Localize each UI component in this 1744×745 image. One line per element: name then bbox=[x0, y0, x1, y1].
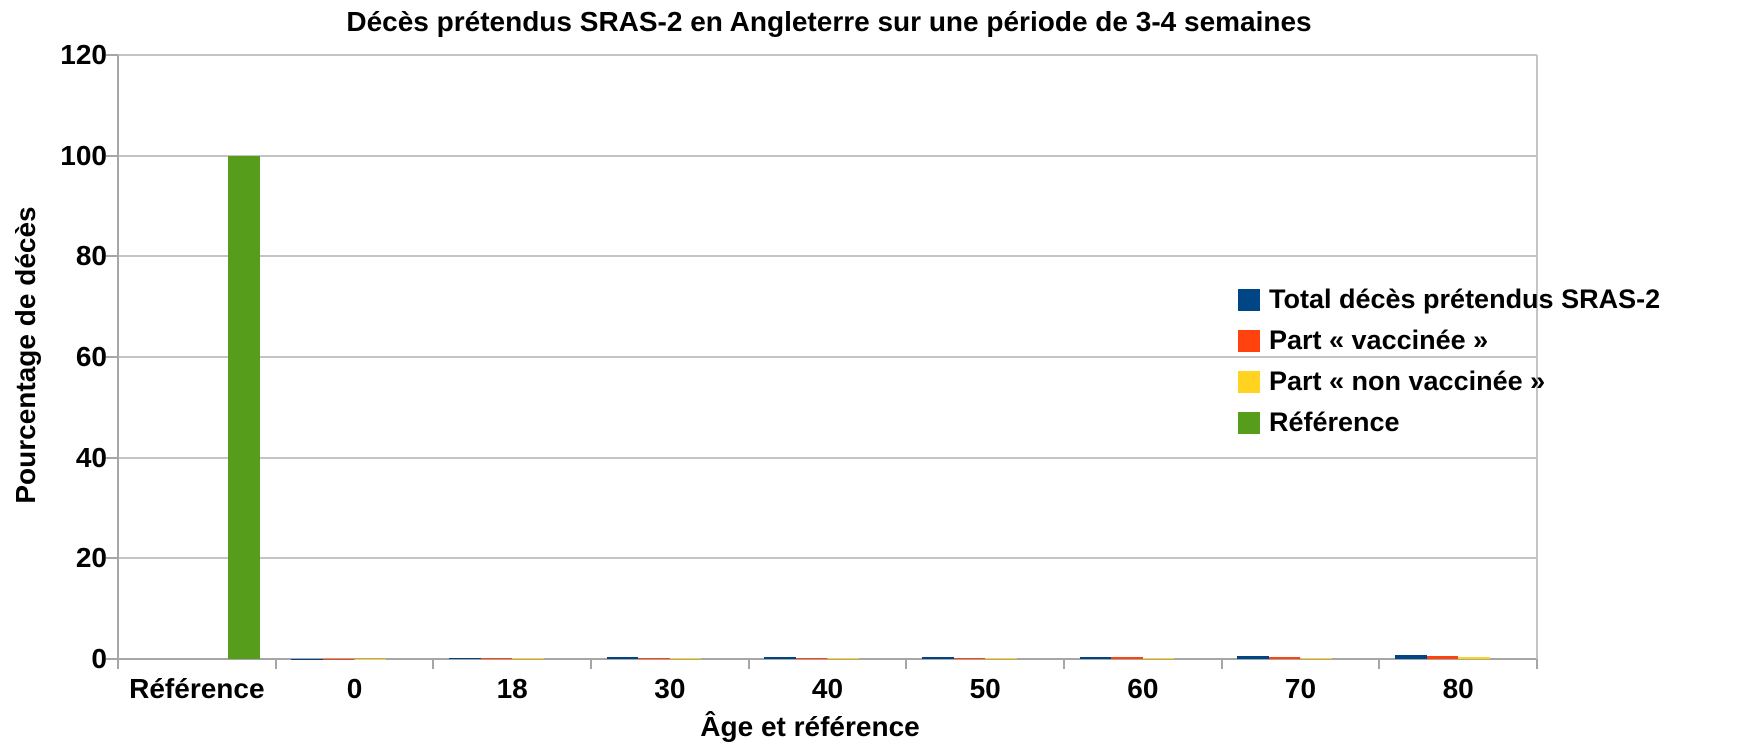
bar-part-vaccinee bbox=[1111, 657, 1143, 659]
y-gridline bbox=[118, 356, 1537, 358]
x-tick bbox=[117, 659, 119, 669]
legend-item: Total décès prétendus SRAS-2 bbox=[1238, 279, 1660, 320]
x-tick bbox=[747, 659, 750, 669]
legend-item: Part « non vaccinée » bbox=[1238, 361, 1660, 402]
y-tick bbox=[106, 557, 118, 560]
bar-part-vaccinee bbox=[1426, 656, 1459, 659]
legend-swatch-icon bbox=[1238, 329, 1260, 352]
legend-label: Total décès prétendus SRAS-2 bbox=[1269, 284, 1661, 314]
x-tick-label: 40 bbox=[811, 673, 844, 704]
y-tick bbox=[106, 54, 118, 56]
y-axis-line bbox=[117, 55, 119, 661]
bar-part-vaccinee bbox=[480, 657, 513, 659]
y-tick-label: 100 bbox=[60, 139, 107, 171]
bar-total-deces bbox=[1395, 655, 1427, 659]
bar-total-deces bbox=[764, 657, 796, 659]
y-tick-label: 60 bbox=[75, 341, 107, 372]
bar-part-non-vaccinee bbox=[512, 658, 544, 659]
bar-part-vaccinee bbox=[795, 657, 828, 659]
y-tick bbox=[106, 658, 118, 660]
bar-part-non-vaccinee bbox=[669, 658, 702, 659]
x-tick bbox=[1220, 659, 1223, 669]
y-tick bbox=[106, 356, 118, 358]
plot-right-border bbox=[1536, 55, 1538, 661]
bar-part-vaccinee bbox=[953, 657, 986, 659]
x-tick-label: 30 bbox=[654, 673, 686, 704]
bar-part-vaccinee bbox=[638, 657, 670, 659]
x-tick-label: 0 bbox=[346, 673, 363, 704]
y-gridline bbox=[118, 456, 1537, 459]
x-axis-title: Âge et référence bbox=[700, 711, 920, 742]
x-tick-label: Référence bbox=[129, 673, 265, 704]
x-tick-label: 50 bbox=[969, 673, 1001, 704]
legend-swatch-icon bbox=[1238, 288, 1260, 311]
chart-title: Décès prétendus SRAS-2 en Angleterre sur… bbox=[346, 6, 1312, 37]
bar-part-non-vaccinee bbox=[1300, 657, 1333, 659]
bar-part-non-vaccinee bbox=[827, 658, 860, 659]
bar-total-deces bbox=[922, 657, 954, 659]
y-tick-label: 20 bbox=[75, 542, 107, 574]
y-gridline bbox=[118, 255, 1537, 258]
x-tick-label: 60 bbox=[1127, 673, 1159, 704]
y-gridline bbox=[118, 54, 1537, 56]
x-tick bbox=[1536, 659, 1538, 669]
legend-swatch-icon bbox=[1238, 370, 1260, 393]
legend-item: Part « vaccinée » bbox=[1238, 320, 1660, 361]
legend-label: Part « vaccinée » bbox=[1269, 325, 1489, 355]
legend-label: Part « non vaccinée » bbox=[1269, 366, 1546, 396]
legend: Total décès prétendus SRAS-2 Part « vacci… bbox=[1238, 279, 1660, 443]
legend-item: Référence bbox=[1238, 402, 1660, 443]
y-tick-label: 80 bbox=[75, 240, 107, 272]
y-tick bbox=[106, 154, 118, 157]
y-tick-label: 120 bbox=[60, 39, 107, 70]
bar-part-non-vaccinee bbox=[985, 657, 1017, 659]
x-tick bbox=[590, 659, 592, 669]
y-tick-label: 40 bbox=[75, 441, 107, 473]
x-tick bbox=[432, 659, 435, 669]
legend-swatch-icon bbox=[1238, 411, 1260, 434]
y-tick bbox=[106, 255, 118, 258]
x-tick bbox=[1063, 659, 1065, 669]
y-gridline bbox=[118, 154, 1537, 157]
bar-part-non-vaccinee bbox=[1142, 657, 1175, 659]
y-gridline bbox=[118, 658, 1537, 660]
x-tick-label: 18 bbox=[496, 673, 528, 704]
bar-part-non-vaccinee bbox=[1458, 657, 1490, 659]
y-gridline bbox=[118, 557, 1537, 560]
x-tick bbox=[274, 659, 277, 669]
bar-reference bbox=[228, 155, 260, 659]
x-tick bbox=[1378, 659, 1381, 669]
y-tick bbox=[106, 456, 118, 459]
bar-total-deces bbox=[606, 657, 639, 659]
bar-total-deces bbox=[1237, 656, 1269, 659]
x-tick-label: 80 bbox=[1442, 673, 1474, 704]
bar-total-deces bbox=[449, 657, 481, 659]
bar-total-deces bbox=[1079, 656, 1112, 659]
bar-part-vaccinee bbox=[1268, 656, 1301, 659]
y-tick-label: 0 bbox=[91, 643, 107, 674]
x-tick-label: 70 bbox=[1284, 673, 1317, 704]
legend-label: Référence bbox=[1269, 407, 1400, 437]
x-tick bbox=[905, 659, 908, 669]
